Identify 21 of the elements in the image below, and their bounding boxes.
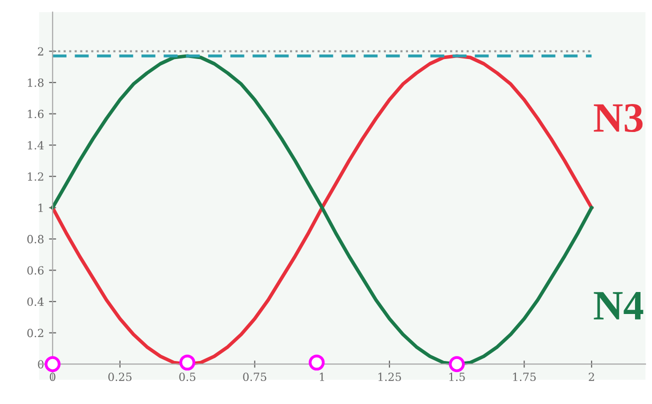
y-tick-label: 0.6 — [27, 266, 44, 275]
y-tick-label: 1.4 — [28, 141, 44, 150]
x-tick-label: 1.25 — [378, 372, 401, 382]
x-tick-label: 0.25 — [108, 372, 132, 382]
x-tick-label: 1 — [320, 372, 324, 381]
x-tick-label: 2 — [588, 372, 594, 381]
series-label: N3 — [594, 104, 643, 132]
x-tick-label: 0 — [50, 372, 56, 382]
y-tick-label: 1 — [38, 204, 43, 212]
y-tick-label: 1.8 — [28, 78, 44, 87]
y-tick-label: 0.4 — [27, 298, 44, 306]
x-tick-label: 0.5 — [179, 372, 196, 382]
x-tick-label: 1.75 — [513, 372, 536, 382]
y-tick-label: 0.2 — [27, 328, 44, 338]
series-label: N4 — [594, 292, 644, 320]
x-tick-label: 1.5 — [449, 372, 465, 382]
y-tick-label: 0.8 — [27, 234, 44, 244]
y-tick-label: 1.6 — [28, 110, 44, 118]
y-tick-label: 2 — [38, 47, 44, 56]
x-tick-label: 0.75 — [243, 372, 266, 382]
y-tick-label: 1.2 — [28, 172, 44, 181]
